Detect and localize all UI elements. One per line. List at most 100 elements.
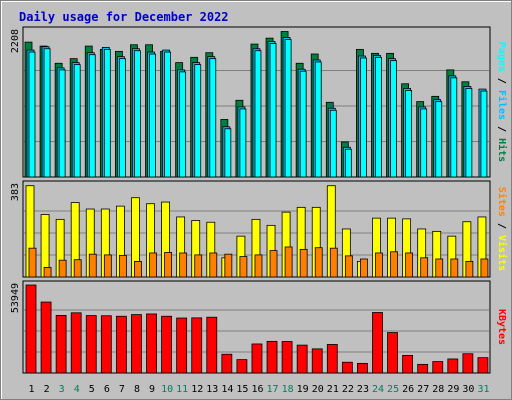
sites-bar (149, 252, 157, 278)
pages-bar (209, 58, 217, 178)
day-label: 23 (357, 384, 369, 395)
day-label: 11 (176, 384, 188, 395)
legend-sites-visits: Sites / Visits (496, 187, 508, 271)
day-label: 2 (44, 384, 50, 395)
legend-pages-files-hits-part: Hits (496, 138, 508, 162)
day-label: 25 (387, 384, 399, 395)
visits-ytick-max: 383 (10, 183, 21, 201)
pages-bar (118, 58, 126, 178)
kbytes-bar (25, 284, 37, 374)
pages-bar (58, 69, 66, 178)
kbytes-ytick-max: 53949 (10, 283, 21, 313)
day-label: 30 (462, 384, 474, 395)
kbytes-bar (131, 314, 142, 374)
sites-bar (344, 255, 353, 278)
day-label: 19 (297, 384, 309, 395)
sites-bar (103, 254, 112, 278)
sites-bar (299, 248, 308, 278)
pages-bar (239, 108, 247, 178)
legend-kbytes-part: KBytes (496, 309, 507, 345)
hits-ytick-max: 2208 (10, 29, 21, 53)
sites-bar (329, 247, 338, 278)
pages-bar (299, 70, 307, 178)
pages-bar (134, 50, 141, 178)
pages-bar (314, 61, 322, 178)
legend-pages-files-hits-separator: / (496, 72, 507, 90)
day-label: 8 (134, 384, 140, 395)
day-label: 10 (161, 384, 173, 395)
day-label: 24 (372, 384, 384, 395)
pages-bar (88, 54, 96, 178)
sites-bar (269, 250, 278, 278)
kbytes-bar (281, 341, 293, 374)
pages-bar (360, 57, 367, 178)
pages-bar (465, 88, 473, 178)
kbytes-bar (402, 354, 414, 374)
kbytes-bar (146, 313, 157, 374)
pages-bar (329, 109, 337, 178)
day-label: 31 (477, 384, 489, 395)
kbytes-bar (176, 317, 188, 374)
day-label: 13 (206, 384, 218, 395)
sites-bar (118, 254, 127, 278)
sites-bar (360, 258, 368, 278)
kbytes-bar (206, 316, 218, 374)
pages-bar (420, 108, 428, 178)
sites-bar (28, 247, 37, 278)
kbytes-bar (311, 348, 323, 374)
sites-bar (405, 252, 414, 278)
sites-bar (375, 252, 383, 278)
sites-bar (254, 254, 263, 278)
kbytes-bar (221, 353, 233, 374)
pages-bar (450, 77, 458, 178)
chart-title: Daily usage for December 2022 (19, 10, 229, 24)
kbytes-bar (191, 317, 203, 374)
sites-bar (164, 252, 172, 278)
kbytes-bar (462, 353, 474, 374)
day-label: 22 (342, 384, 354, 395)
pages-bar (269, 43, 277, 178)
kbytes-bar (266, 340, 278, 374)
sites-bar (224, 253, 233, 278)
day-label: 16 (251, 384, 263, 395)
legend-sites-visits-part: Sites (496, 187, 508, 217)
pages-bar (405, 90, 413, 178)
kbytes-bar (115, 315, 127, 374)
sites-bar (73, 259, 82, 278)
day-label: 12 (191, 384, 203, 395)
pages-bar (344, 148, 352, 178)
pages-bar (375, 56, 382, 178)
pages-bar (73, 64, 81, 178)
day-label: 18 (282, 384, 294, 395)
pages-bar (224, 128, 232, 178)
pages-bar (194, 64, 202, 178)
kbytes-bar (85, 315, 97, 374)
kbytes-bar (236, 359, 248, 374)
day-label: 15 (236, 384, 248, 395)
kbytes-bar (40, 301, 52, 374)
legend-sites-visits-separator: / (496, 217, 507, 235)
kbytes-bar (387, 332, 398, 374)
pages-bar (149, 53, 156, 178)
sites-bar (450, 258, 459, 278)
kbytes-bar (161, 315, 172, 374)
kbytes-bar (432, 361, 444, 374)
day-label: 17 (267, 384, 279, 395)
day-label: 27 (417, 384, 429, 395)
kbytes-bar (55, 315, 67, 374)
day-label: 9 (149, 384, 155, 395)
legend-sites-visits-part: Visits (496, 235, 508, 271)
day-label: 6 (104, 384, 110, 395)
legend-pages-files-hits: Pages / Files / Hits (496, 42, 508, 162)
day-label: 7 (119, 384, 125, 395)
day-label: 28 (432, 384, 444, 395)
sites-bar (43, 266, 52, 278)
day-label: 26 (402, 384, 414, 395)
kbytes-bar (341, 361, 353, 374)
sites-bar (239, 256, 248, 278)
kbytes-bar (100, 315, 112, 374)
pages-bar (103, 49, 111, 178)
day-label: 20 (312, 384, 324, 395)
pages-bar (254, 50, 262, 178)
kbytes-bar (372, 312, 383, 374)
